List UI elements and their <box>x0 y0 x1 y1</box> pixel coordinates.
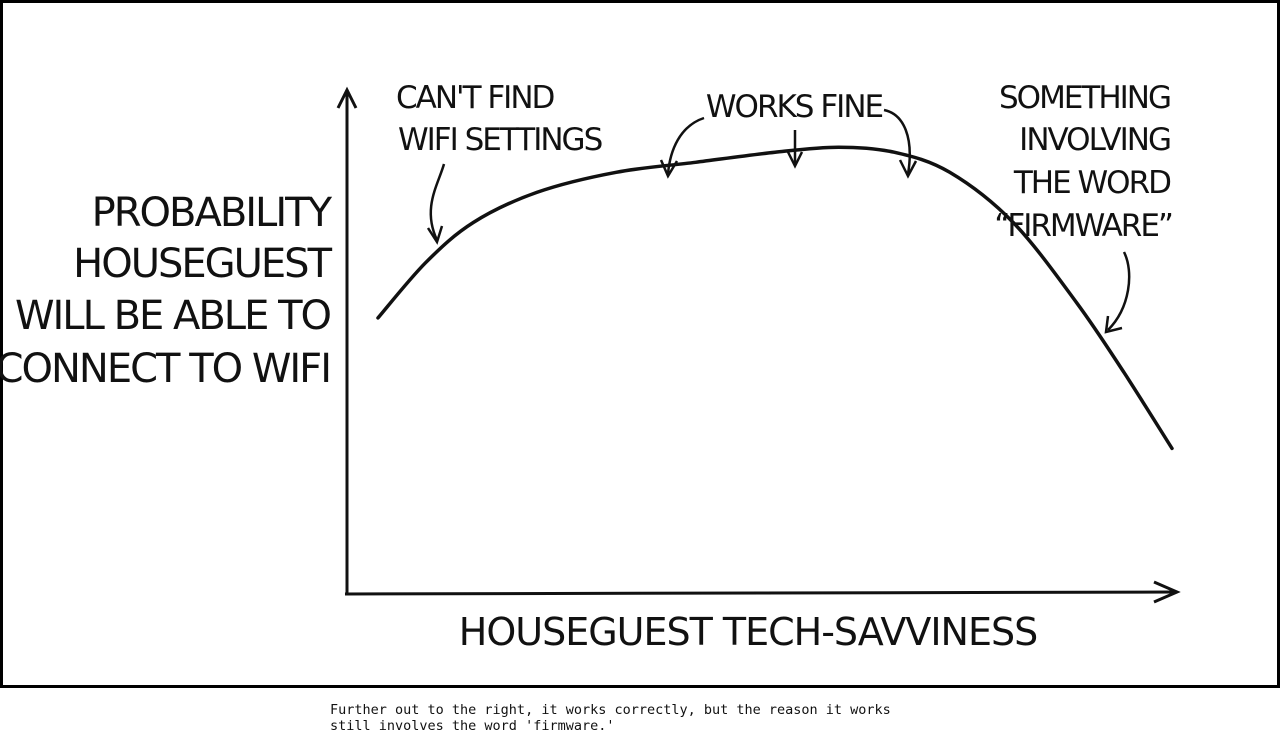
series-line <box>376 145 1174 451</box>
annotation-firmware: SOMETHING INVOLVING THE WORD “FIRMWARE” <box>994 80 1174 244</box>
annotation-works-fine: WORKS FINE <box>659 89 918 179</box>
annotation-cant-find-line-2: WIFI SETTINGS <box>398 122 602 158</box>
arrowhead <box>1104 315 1123 334</box>
annotation-firmware-line-2: INVOLVING <box>1019 122 1170 158</box>
annotation-cant-find-wifi: CAN'T FIND WIFI SETTINGS <box>396 80 604 245</box>
comic-panel: PROBABILITY HOUSEGUEST WILL BE ABLE TO C… <box>0 0 1280 688</box>
annotation-firmware-line-3: THE WORD <box>1013 165 1171 201</box>
arrowhead <box>659 159 679 179</box>
annotation-firmware-line-1: SOMETHING <box>999 80 1170 116</box>
y-axis-label-line-2: HOUSEGUEST <box>73 241 332 287</box>
y-axis-label-line-1: PROBABILITY <box>92 190 333 236</box>
arrowhead <box>898 159 918 179</box>
annotation-arrow-right <box>883 108 911 175</box>
y-axis-label: PROBABILITY HOUSEGUEST WILL BE ABLE TO C… <box>0 190 335 392</box>
panel-border <box>0 0 1280 688</box>
y-axis-label-line-3: WILL BE ABLE TO <box>15 293 331 339</box>
y-axis-label-line-4: CONNECT TO WIFI <box>0 346 330 392</box>
annotation-works-fine-text: WORKS FINE <box>706 89 883 125</box>
arrowhead <box>426 225 444 245</box>
annotation-firmware-line-4: “FIRMWARE” <box>994 208 1172 244</box>
x-axis-arrowhead <box>1153 580 1181 604</box>
annotation-arrow-left <box>666 116 705 175</box>
annotation-cant-find-line-1: CAN'T FIND <box>396 80 555 116</box>
x-axis <box>344 590 1177 596</box>
caption: Further out to the right, it works corre… <box>330 702 891 734</box>
x-axis-label: HOUSEGUEST TECH-SAVVINESS <box>459 610 1037 654</box>
annotation-arrow <box>429 163 446 241</box>
arrowhead <box>786 151 804 169</box>
y-axis-arrowhead <box>336 86 358 109</box>
annotation-firmware-arrow <box>1107 251 1131 331</box>
